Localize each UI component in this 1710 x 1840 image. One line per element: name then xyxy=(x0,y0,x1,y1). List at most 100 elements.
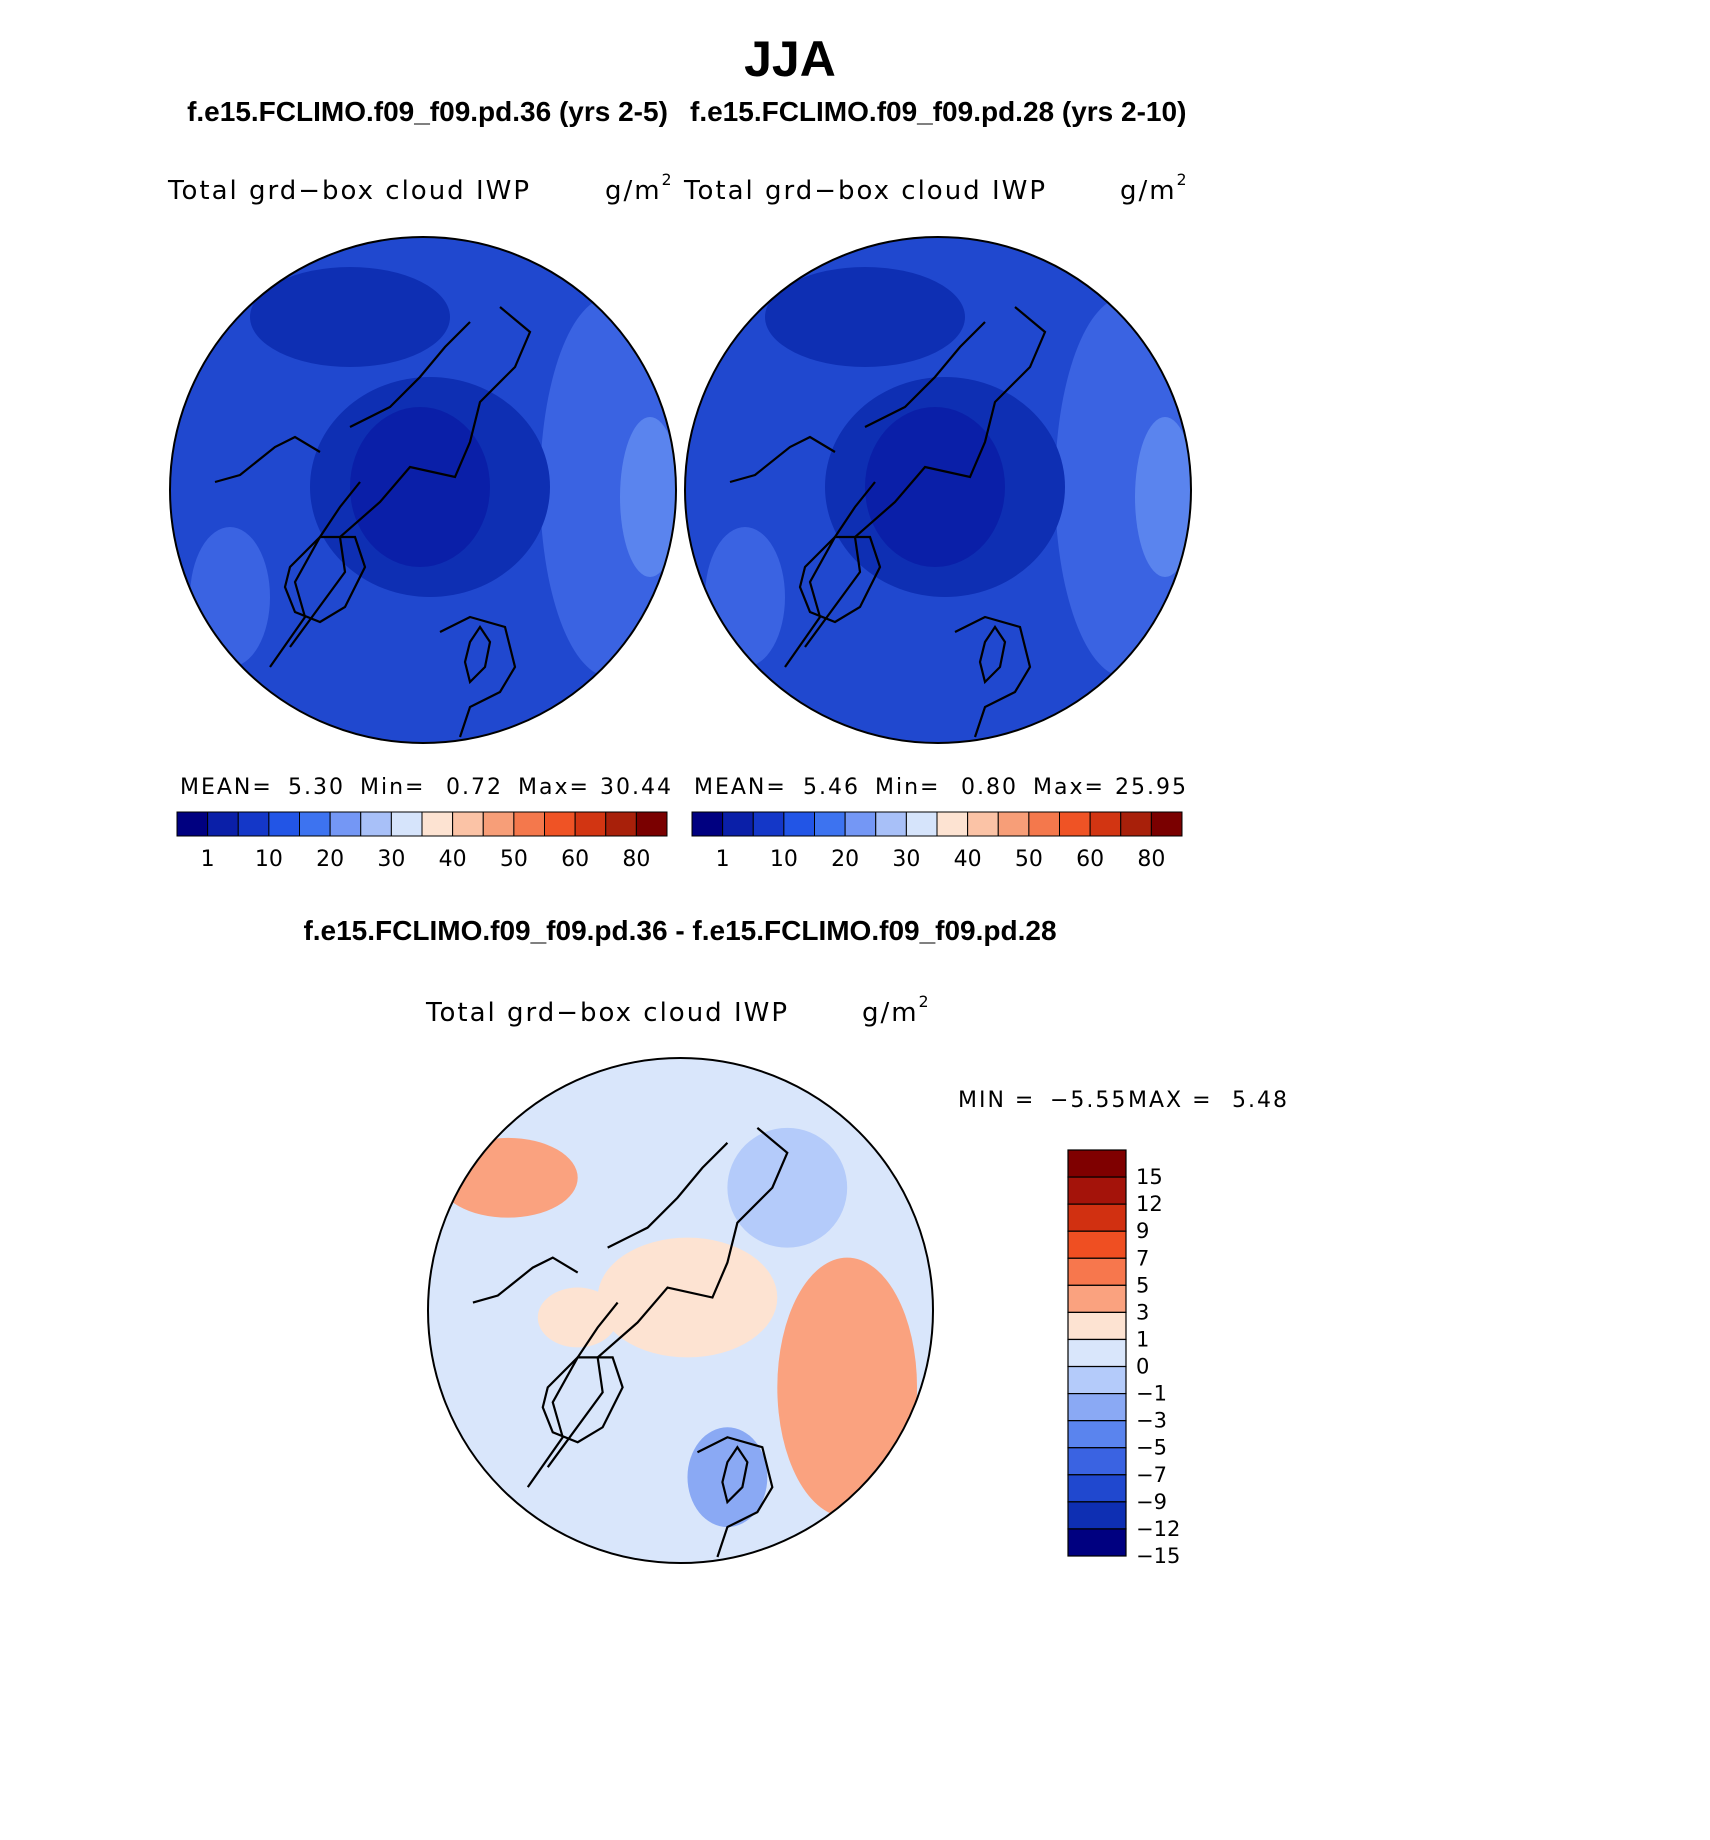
panel1-max-value: 30.44 xyxy=(600,775,673,800)
panel2-colorbar-tick-label: 30 xyxy=(892,847,920,872)
panel2-colorbar-tick-label: 50 xyxy=(1015,847,1043,872)
panel2-min-value: 0.80 xyxy=(961,775,1018,800)
panel1-colorbar-tick-label: 10 xyxy=(255,847,283,872)
panel1-variable-label: Total grd−box cloud IWP xyxy=(168,176,532,206)
panel1-colorbar-swatch xyxy=(207,811,239,837)
panel3-units-exp: 2 xyxy=(918,992,931,1011)
panel2-colorbar-swatch xyxy=(1120,811,1152,837)
map1-coastlines-line xyxy=(439,615,517,738)
map1-border xyxy=(169,236,677,744)
panel1-polar-map xyxy=(169,236,677,744)
diff-colorbar-swatch xyxy=(1067,1176,1127,1205)
map3-coastlines-line xyxy=(526,1301,619,1488)
panel1-mean-label: MEAN= xyxy=(180,775,273,800)
panel2-colorbar-swatch xyxy=(967,811,999,837)
diff-colorbar-tick-label: −1 xyxy=(1136,1382,1167,1406)
panel2-colorbar-tick-label: 60 xyxy=(1076,847,1104,872)
map2-coastlines-line xyxy=(784,481,876,668)
panel1-min-label: Min= xyxy=(360,775,426,800)
map2-coastlines-line xyxy=(954,615,1032,738)
panel2-mean-value: 5.46 xyxy=(803,775,860,800)
map2-coastlines xyxy=(729,306,1047,738)
map3-border xyxy=(427,1057,934,1564)
diff-colorbar-swatch xyxy=(1067,1149,1127,1178)
panel2-max-label: Max= xyxy=(1033,775,1105,800)
diff-colorbar-swatch xyxy=(1067,1311,1127,1341)
panel1-colorbar-swatch xyxy=(390,811,423,837)
diff-colorbar-swatch xyxy=(1067,1501,1127,1530)
panel1-colorbar-tick-label: 20 xyxy=(316,847,344,872)
panel1-units-base: g/m xyxy=(605,176,662,206)
diff-colorbar-tick-label: −3 xyxy=(1136,1409,1167,1433)
map2-polar-centre xyxy=(865,407,1005,567)
map1-pacific-patch xyxy=(190,527,270,667)
map1-coastlines-line xyxy=(269,481,361,668)
panel1-colorbar-tick-label: 80 xyxy=(622,847,650,872)
diff-colorbar-swatch xyxy=(1067,1393,1127,1422)
panel1-colorbar-swatch xyxy=(574,811,607,837)
panel2-mean-label: MEAN= xyxy=(694,775,787,800)
map1-coastlines-line xyxy=(349,321,471,428)
panel2-colorbar-swatch xyxy=(783,811,815,837)
panel1-units: g/m2 xyxy=(605,172,674,206)
diff-colorbar-swatch xyxy=(1067,1338,1127,1368)
map3-field xyxy=(428,1058,933,1563)
diff-colorbar-tick-label: 1 xyxy=(1136,1327,1149,1351)
map2-siberia xyxy=(765,267,965,367)
panel1-max-label: Max= xyxy=(518,775,590,800)
map2-coastlines-scandinavia xyxy=(978,625,1007,685)
panel2-colorbar-tick-label: 80 xyxy=(1137,847,1165,872)
panel2-colorbar-tick-label: 1 xyxy=(716,847,730,872)
map1-coastlines-line xyxy=(214,435,321,484)
map3-coastlines-line xyxy=(607,1142,729,1249)
map1-polar-centre xyxy=(350,407,490,567)
diff-colorbar-tick-label: 12 xyxy=(1136,1192,1163,1216)
diff-min-label: MIN = xyxy=(958,1088,1036,1113)
map3-coastlines-line xyxy=(472,1256,579,1304)
panel2-colorbar-swatch xyxy=(1089,811,1122,837)
panel2-max-value: 25.95 xyxy=(1115,775,1188,800)
panel1-colorbar-tick-label: 60 xyxy=(561,847,589,872)
diff-title: f.e15.FCLIMO.f09_f09.pd.36 - f.e15.FCLIM… xyxy=(303,915,1057,946)
map2-field xyxy=(685,237,1191,743)
diff-colorbar-tick-label: −15 xyxy=(1136,1544,1180,1568)
panel2-colorbar-swatch xyxy=(1059,811,1091,837)
map3-warm-west xyxy=(537,1287,618,1348)
panel1-colorbar-tick-label: 30 xyxy=(377,847,405,872)
panel2-units-exp: 2 xyxy=(1176,170,1189,189)
panel1-units-exp: 2 xyxy=(661,170,674,189)
panel2-colorbar-swatch xyxy=(844,811,877,837)
panel2-colorbar-swatch xyxy=(997,811,1030,837)
map3-coastlines-greenland xyxy=(541,1356,624,1444)
diff-colorbar-swatch xyxy=(1067,1528,1127,1557)
map2-coastlines-line xyxy=(729,435,836,484)
panel2-colorbar-swatch xyxy=(814,811,846,837)
panel1-colorbar-swatch xyxy=(605,811,637,837)
panel2-units-base: g/m xyxy=(1120,176,1177,206)
map3-coastlines xyxy=(472,1127,789,1558)
panel2-colorbar-swatch xyxy=(722,811,754,837)
panel3-units: g/m2 xyxy=(862,994,931,1028)
map1-coastlines xyxy=(214,306,532,738)
panel2-min-label: Min= xyxy=(875,775,941,800)
panel3-units-base: g/m xyxy=(862,998,919,1028)
panel2-colorbar-swatch xyxy=(1150,811,1183,837)
panel2-colorbar-tick-label: 10 xyxy=(770,847,798,872)
diff-max-value: 5.48 xyxy=(1232,1088,1289,1113)
case-a-title: f.e15.FCLIMO.f09_f09.pd.36 (yrs 2-5) xyxy=(187,96,668,127)
map3-warm-centre xyxy=(597,1237,778,1358)
diff-colorbar-swatch xyxy=(1067,1420,1127,1449)
panel1-colorbar-tick-label: 40 xyxy=(439,847,467,872)
panel2-colorbar: 1 10 20 30 40 50 60 80 xyxy=(691,811,1183,872)
map1-light-patch xyxy=(620,417,676,577)
season-title: JJA xyxy=(744,31,836,87)
panel2-colorbar-swatch xyxy=(1028,811,1060,837)
diff-colorbar-tick-label: −7 xyxy=(1136,1463,1167,1487)
map2-coastlines-line xyxy=(804,306,1047,648)
panel1-colorbar-swatch xyxy=(513,811,545,837)
panel2-variable-label: Total grd−box cloud IWP xyxy=(684,176,1048,206)
panel3-variable-label: Total grd−box cloud IWP xyxy=(426,998,790,1028)
diff-colorbar-tick-label: 3 xyxy=(1136,1300,1149,1324)
diff-colorbar-tick-label: 0 xyxy=(1136,1355,1149,1379)
panel2-polar-map xyxy=(684,236,1192,744)
